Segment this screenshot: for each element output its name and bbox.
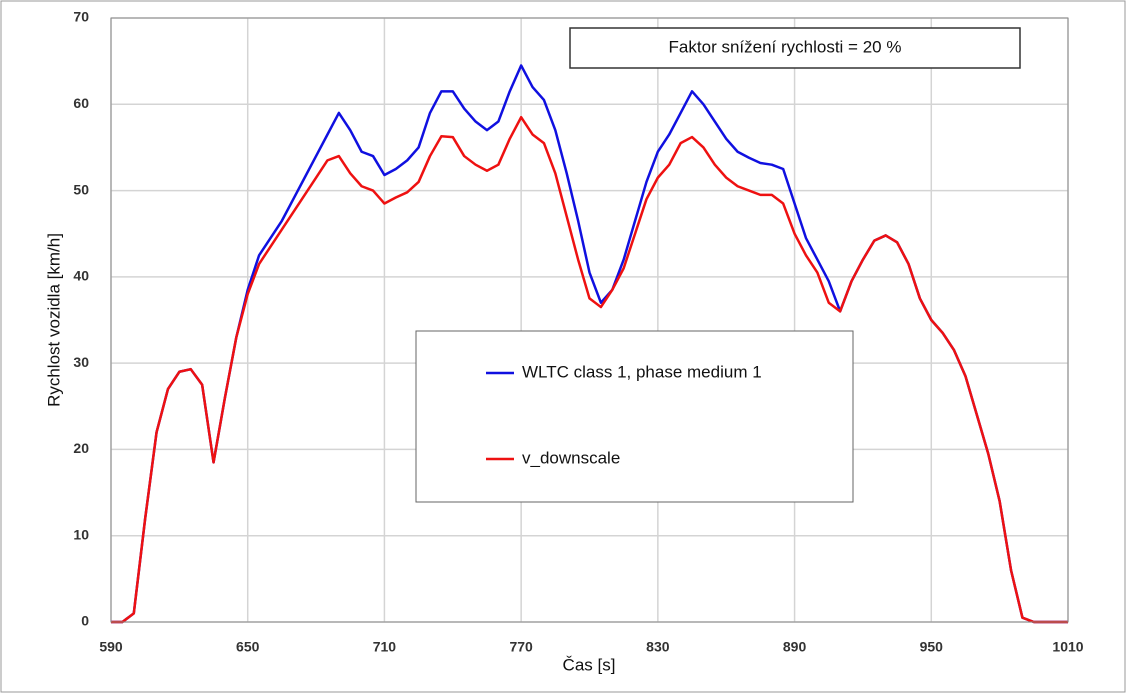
x-tick-label: 1010: [1052, 639, 1083, 655]
legend-label: WLTC class 1, phase medium 1: [522, 362, 762, 381]
legend: WLTC class 1, phase medium 1 v_downscale: [486, 362, 762, 467]
y-tick-label: 70: [73, 9, 89, 25]
annotation: Faktor snížení rychlosti = 20 %: [669, 37, 902, 56]
x-tick-label: 590: [99, 639, 123, 655]
x-tick-label: 890: [783, 639, 807, 655]
plot-border: [110, 17, 1069, 623]
y-tick-label: 20: [73, 440, 89, 456]
y-tick-label: 40: [73, 268, 89, 284]
y-tick-label: 10: [73, 526, 89, 542]
x-tick-label: 650: [236, 639, 260, 655]
lines: [111, 64, 1068, 624]
x-tick-label: 710: [373, 639, 397, 655]
legend-label: v_downscale: [522, 448, 620, 467]
x-tick-label: 770: [509, 639, 533, 655]
y-axis-label: Rychlost vozidla [km/h]: [44, 233, 63, 407]
series-line: [111, 115, 1068, 624]
x-tick-label: 950: [920, 639, 944, 655]
y-tick-label: 60: [73, 95, 89, 111]
x-tick-label: 830: [646, 639, 670, 655]
annotation-box: [569, 27, 1021, 69]
legend-box: [415, 330, 854, 503]
y-tick-label: 0: [81, 613, 89, 629]
y-tick-label: 30: [73, 354, 89, 370]
y-tick-label: 50: [73, 181, 89, 197]
x-axis-label: Čas [s]: [563, 655, 616, 674]
